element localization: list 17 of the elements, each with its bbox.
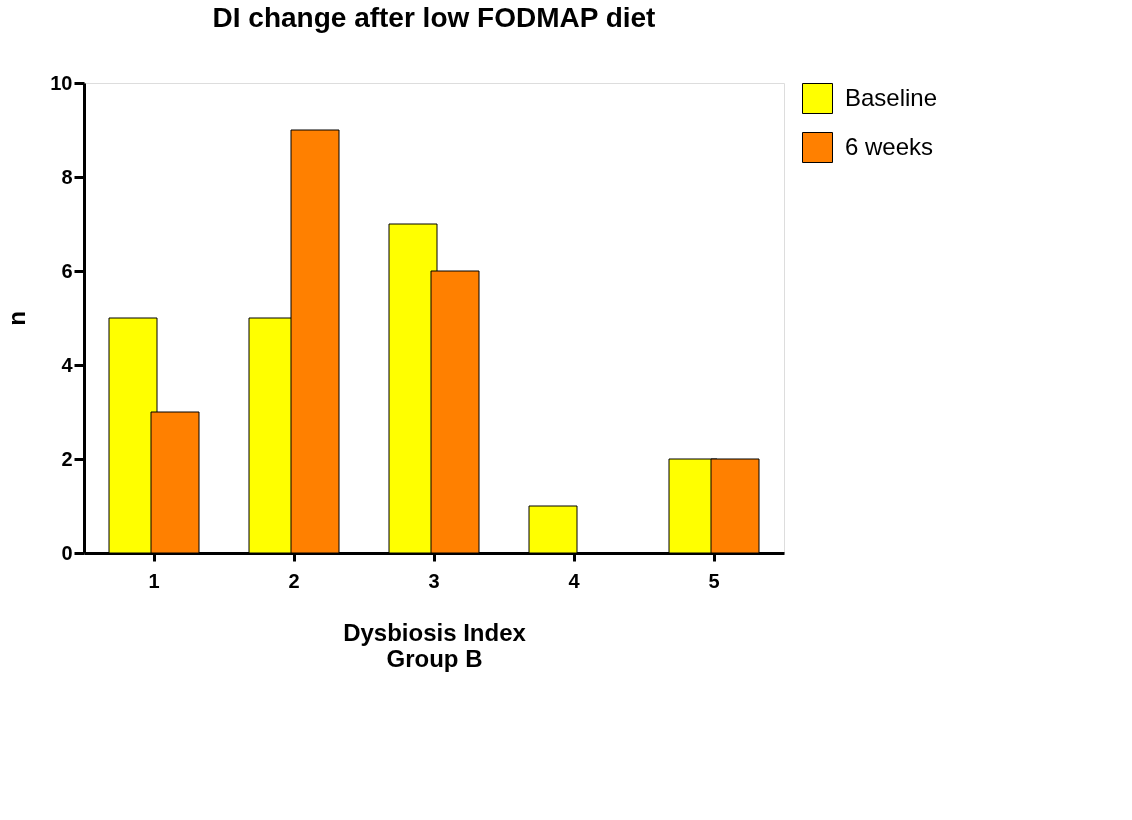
chart-title: DI change after low FODMAP diet [212, 2, 656, 33]
x-tick-label: 4 [568, 569, 581, 592]
x-tick-label: 2 [288, 569, 300, 592]
x-tick-label: 3 [428, 569, 440, 592]
x-tick-label: 1 [148, 569, 160, 592]
y-tick-label: 0 [61, 541, 73, 564]
x-axis-title: Dysbiosis Index [343, 618, 527, 646]
y-tick-label: 2 [61, 447, 73, 470]
y-tick-label: 8 [61, 165, 73, 188]
x-tick-label: 5 [708, 569, 720, 592]
legend-label: Baseline [845, 83, 938, 111]
y-axis-title: n [3, 311, 31, 326]
y-tick-label: 4 [61, 353, 74, 376]
y-tick-label: 6 [61, 259, 73, 282]
legend-label: 6 weeks [845, 132, 934, 160]
y-tick-label: 10 [50, 71, 73, 94]
text: Group B [386, 644, 483, 672]
